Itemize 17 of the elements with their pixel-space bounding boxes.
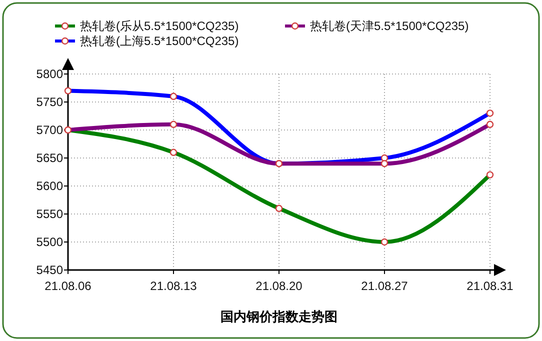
x-tick-label: 21.08.31 <box>466 279 514 293</box>
y-tick-label: 5450 <box>36 263 64 278</box>
y-tick-label: 5700 <box>36 123 64 138</box>
y-tick-label: 5650 <box>36 151 64 166</box>
legend-label: 热轧卷(乐从5.5*1500*CQ235) <box>80 19 239 34</box>
y-tick-label: 5600 <box>36 179 64 194</box>
y-tick-label: 5750 <box>36 95 64 110</box>
y-tick-label: 5550 <box>36 207 64 222</box>
legend-label: 热轧卷(上海5.5*1500*CQ235) <box>80 34 239 48</box>
y-tick-label: 5500 <box>36 235 64 250</box>
legend-label: 热轧卷(天津5.5*1500*CQ235) <box>310 19 469 34</box>
x-tick-label: 21.08.06 <box>44 279 92 293</box>
x-tick-label: 21.08.20 <box>256 279 303 293</box>
y-tick-label: 5800 <box>36 67 64 82</box>
x-tick-label: 21.08.27 <box>361 279 408 293</box>
text: 国内钢价指数走势图 <box>220 309 338 324</box>
x-tick-label: 21.08.13 <box>150 279 198 293</box>
